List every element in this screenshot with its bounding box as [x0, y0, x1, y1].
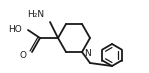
- Text: N: N: [84, 49, 91, 58]
- Text: O: O: [19, 51, 26, 59]
- Text: H₂N: H₂N: [27, 10, 44, 19]
- Text: HO: HO: [8, 25, 22, 35]
